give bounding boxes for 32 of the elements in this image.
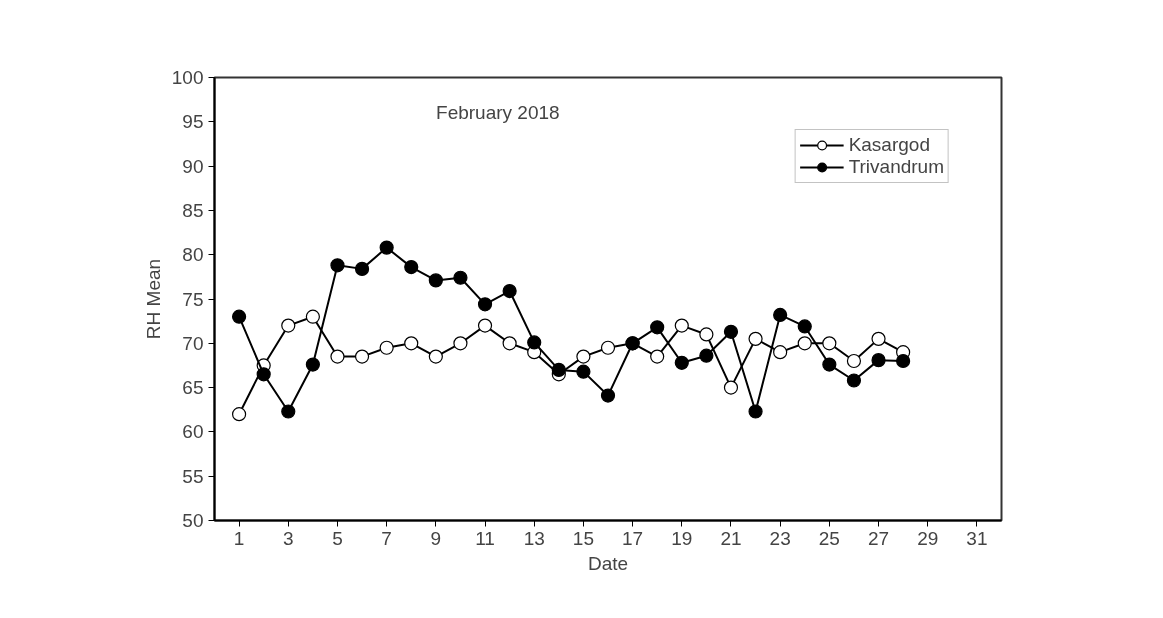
x-tick-label: 15 bbox=[572, 527, 594, 549]
y-tick-label: 50 bbox=[182, 510, 204, 531]
legend-label: Trivandrum bbox=[848, 156, 944, 178]
x-tick-label: 19 bbox=[671, 527, 693, 549]
x-tick-label: 25 bbox=[818, 527, 840, 549]
y-tick-label: 70 bbox=[182, 332, 204, 354]
x-tick-label: 5 bbox=[332, 527, 343, 549]
y-tick-label: 85 bbox=[182, 199, 204, 221]
legend-label: Kasargod bbox=[848, 134, 930, 156]
x-tick-label: 27 bbox=[867, 527, 890, 549]
x-tick-label: 11 bbox=[475, 527, 495, 549]
x-axis-title: Date bbox=[587, 552, 629, 574]
x-tick-label: 17 bbox=[622, 527, 644, 549]
x-tick-label: 23 bbox=[769, 527, 791, 549]
y-tick-label: 100 bbox=[171, 67, 204, 88]
y-tick-label: 80 bbox=[182, 244, 204, 266]
x-tick-label: 29 bbox=[917, 527, 939, 549]
x-tick-label: 31 bbox=[966, 527, 988, 549]
x-tick-label: 9 bbox=[430, 527, 442, 549]
y-tick-label: 95 bbox=[182, 111, 204, 133]
y-tick-label: 90 bbox=[182, 155, 204, 177]
text: February 2018 bbox=[436, 102, 560, 124]
y-tick-label: 55 bbox=[182, 465, 204, 487]
x-tick-label: 1 bbox=[233, 527, 245, 549]
y-tick-label: 65 bbox=[182, 377, 204, 399]
y-tick-label: 60 bbox=[182, 421, 204, 443]
x-tick-label: 21 bbox=[720, 527, 742, 549]
x-tick-label: 7 bbox=[381, 527, 392, 549]
x-tick-label: 3 bbox=[283, 527, 294, 549]
y-tick-label: 75 bbox=[182, 288, 204, 310]
x-tick-label: 13 bbox=[523, 527, 545, 549]
y-axis-title: RH Mean bbox=[142, 258, 164, 340]
